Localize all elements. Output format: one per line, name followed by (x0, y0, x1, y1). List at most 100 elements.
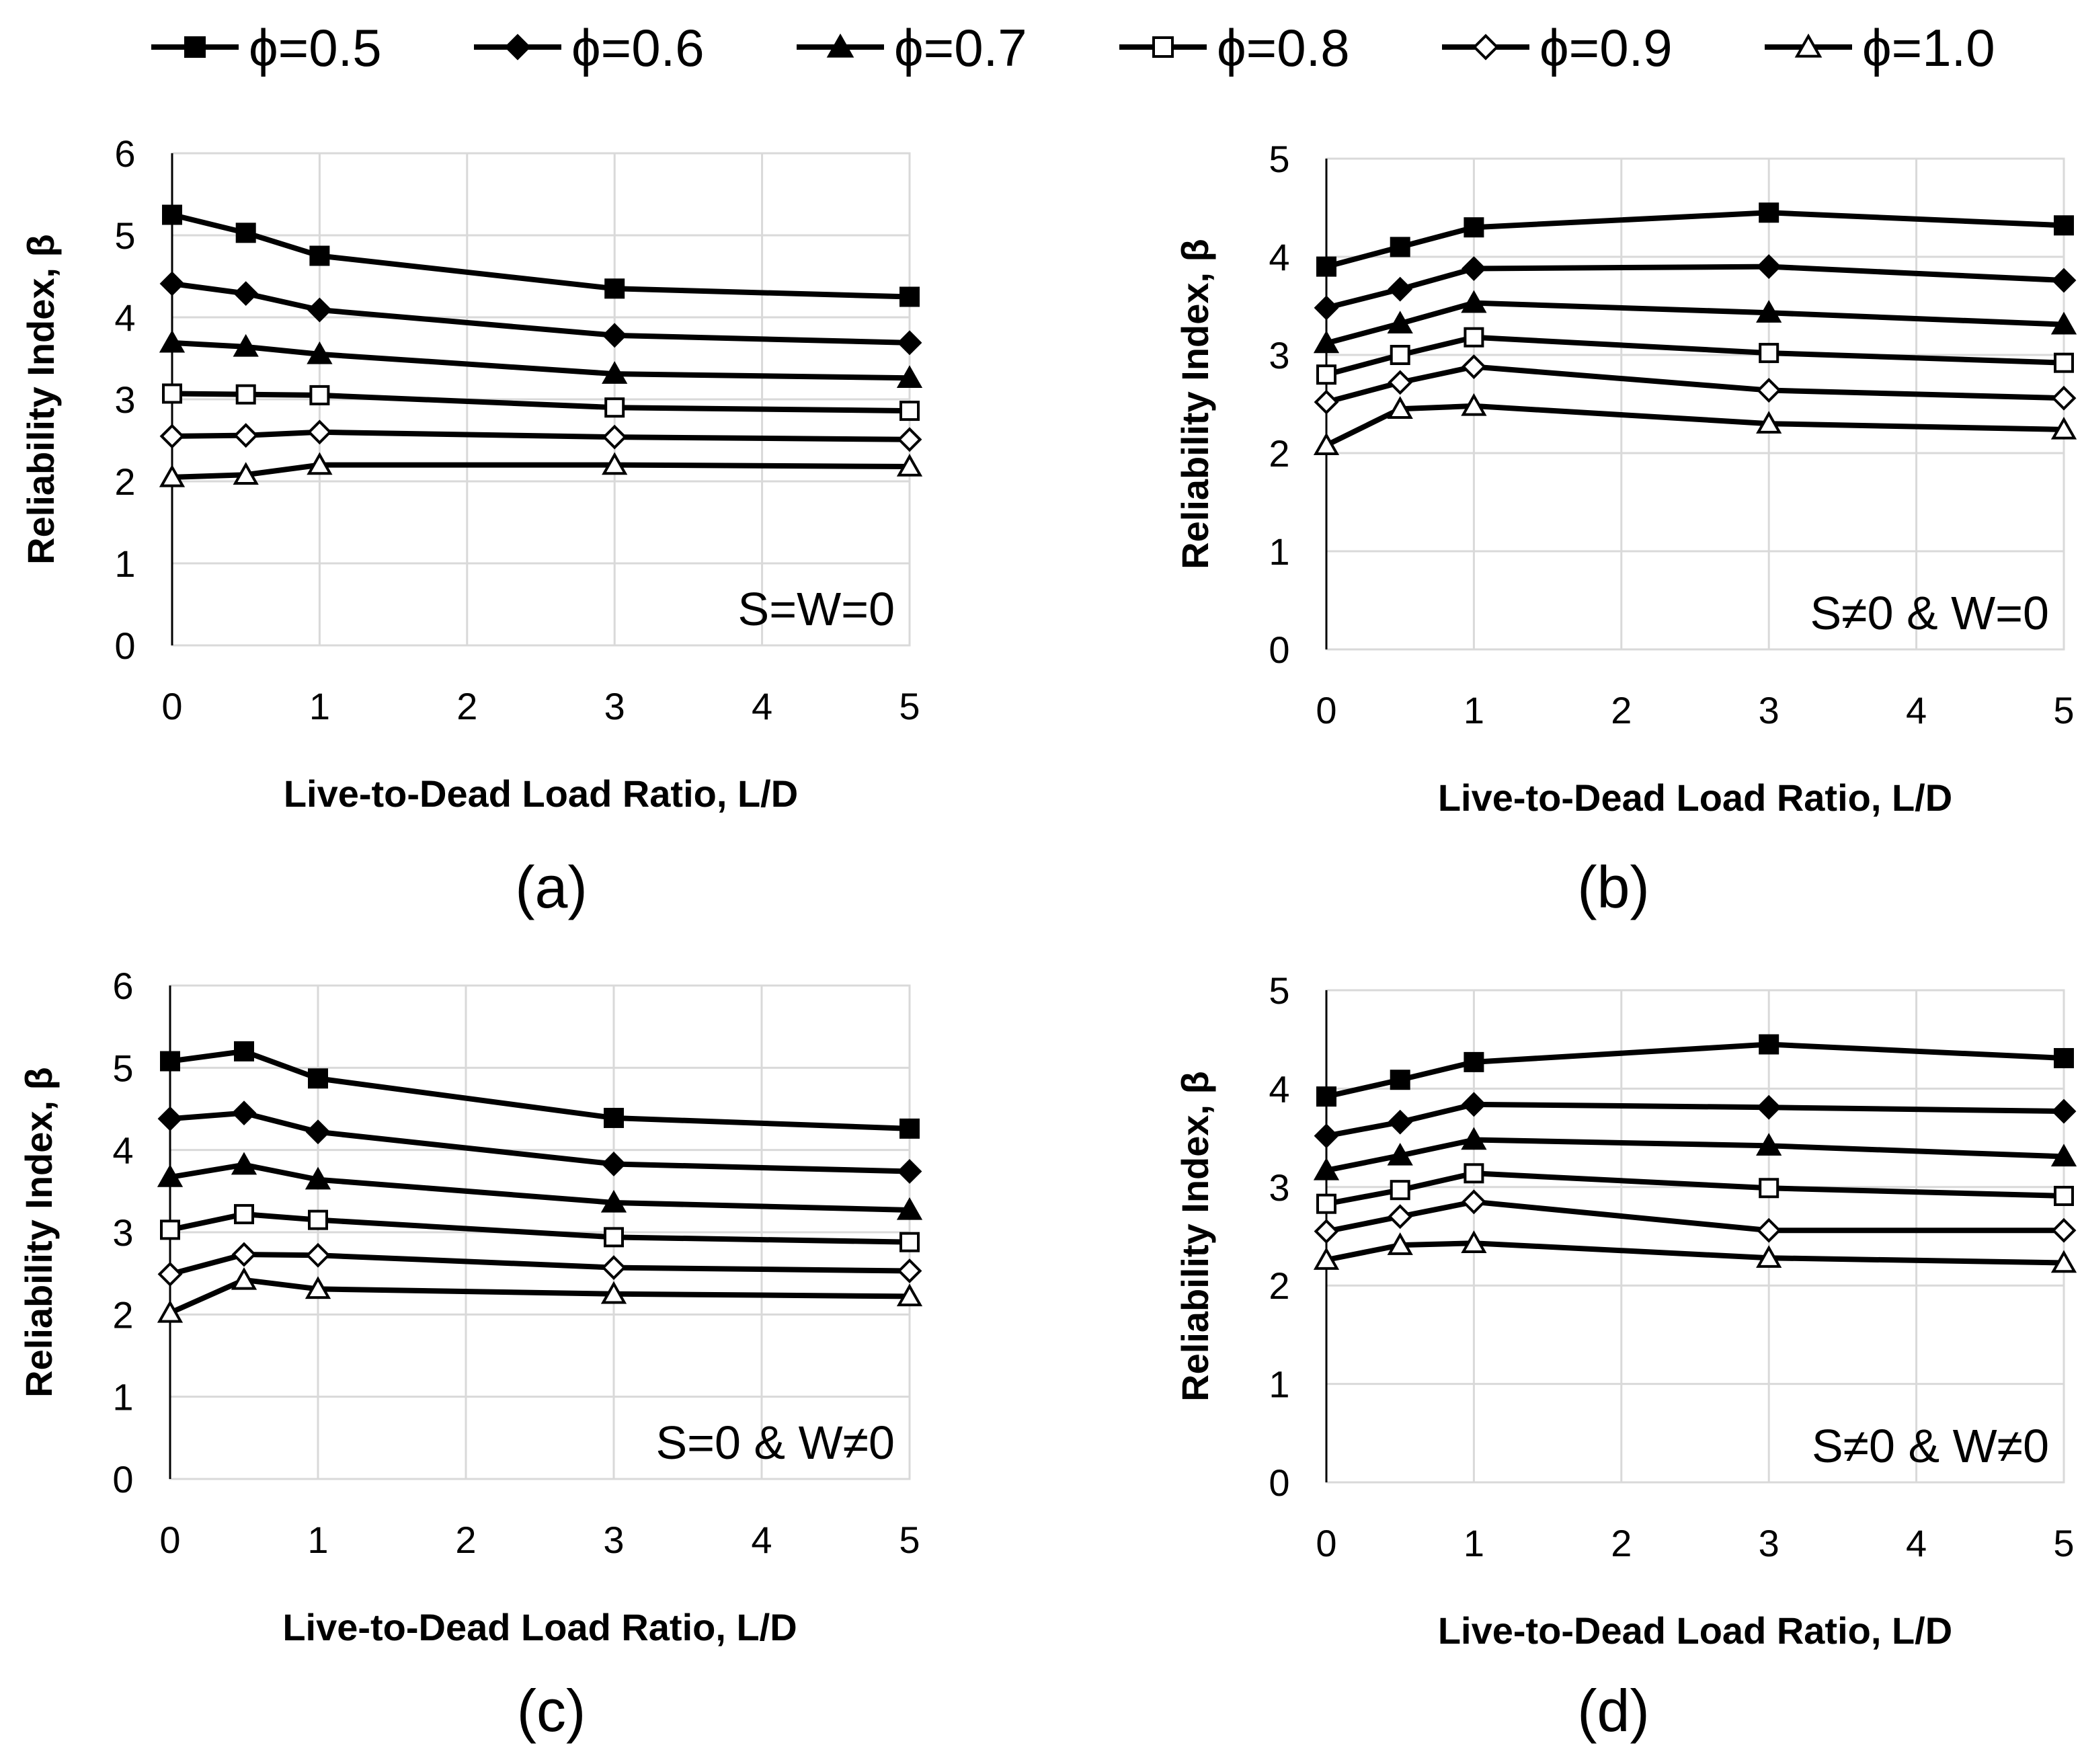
data-point (896, 1197, 923, 1220)
data-point (234, 1041, 254, 1061)
series-line-3 (1326, 1137, 2065, 1173)
data-point (1461, 256, 1486, 281)
plot-frame (1325, 157, 2065, 651)
data-point (600, 1281, 627, 1304)
data-point (1313, 330, 1340, 354)
series-line-3 (1325, 300, 2065, 346)
x-axis-label: Live-to-Dead Load Ratio, L/D (1438, 1609, 1952, 1652)
data-point (602, 452, 628, 475)
x-tick-label: 5 (2053, 689, 2074, 731)
data-point (1388, 1204, 1413, 1230)
data-point (896, 454, 923, 477)
y-tick-label: 1 (1269, 1363, 1289, 1406)
series-line-1 (169, 1048, 910, 1131)
data-point (1314, 1219, 1339, 1244)
data-point (233, 281, 259, 307)
panels: 0 1 2 3 4 5 6 0 1 2 3 4 5 Live-to-Dead Load Ratio, L/… (17, 132, 2077, 1744)
y-tick-label: 0 (112, 1458, 133, 1500)
data-point (157, 1164, 184, 1187)
data-point (604, 1227, 624, 1248)
y-tick-label: 6 (112, 965, 133, 1007)
condition-annotation: S≠0 & W=0 (1810, 587, 2049, 639)
x-tick-label: 3 (1759, 1522, 1779, 1564)
data-point (1390, 1180, 1410, 1201)
x-axis-label: Live-to-Dead Load Ratio, L/D (284, 772, 798, 815)
x-tick-label: 0 (1316, 689, 1336, 731)
y-tick-label: 5 (112, 1047, 133, 1089)
data-point (1388, 370, 1413, 395)
data-point (160, 1051, 180, 1072)
data-point (162, 204, 182, 225)
data-point (897, 427, 922, 452)
y-tick-label: 5 (114, 214, 135, 257)
data-point (1461, 1092, 1486, 1117)
x-tick-label: 3 (603, 1519, 624, 1561)
data-point (896, 365, 923, 388)
data-point (2054, 215, 2074, 236)
series-line-6 (1326, 1240, 2065, 1266)
data-point (159, 424, 185, 449)
data-point (1388, 276, 1413, 302)
condition-annotation: S=W=0 (738, 583, 895, 635)
chart-panel-a: 0 1 2 3 4 5 6 0 1 2 3 4 5 Live-to-Dead Load Ratio, L/… (19, 132, 923, 920)
data-point (1316, 364, 1336, 385)
data-point (2051, 1098, 2077, 1124)
y-tick-label: 3 (1269, 1166, 1289, 1209)
y-tick-label: 2 (114, 460, 135, 503)
data-point (1390, 345, 1410, 365)
legend-label: ϕ=1.0 (1862, 18, 1995, 77)
data-point (307, 341, 333, 364)
data-point (600, 1189, 627, 1213)
data-point (1756, 254, 1781, 280)
series-line-4 (1326, 1170, 2065, 1207)
data-point (1461, 1127, 1487, 1150)
data-point (1759, 343, 1779, 364)
data-point (604, 397, 625, 418)
data-point (1759, 202, 1779, 223)
x-tick-label: 3 (1759, 689, 1779, 731)
data-point (1464, 327, 1484, 348)
condition-annotation: S=0 & W≠0 (655, 1416, 895, 1469)
legend-item-1: ϕ=0.5 (151, 18, 382, 77)
data-point (602, 361, 628, 384)
data-point (1756, 1133, 1782, 1156)
data-point (1313, 1157, 1340, 1180)
data-point (1759, 1178, 1779, 1199)
chart-panel-c: 0 1 2 3 4 5 6 0 1 2 3 4 5 Live-to-Dead Load Ratio, L/… (17, 965, 923, 1744)
data-point (899, 1118, 920, 1139)
data-point (157, 1261, 183, 1287)
data-point (233, 462, 259, 485)
data-point (305, 1119, 331, 1145)
data-point (2054, 1185, 2074, 1206)
x-tick-label: 2 (1611, 1522, 1632, 1564)
series-line-4 (171, 391, 910, 414)
data-point (307, 452, 333, 475)
series-line-5 (1326, 1199, 2064, 1234)
legend-label: ϕ=0.9 (1539, 18, 1673, 77)
y-tick-label: 3 (1269, 334, 1289, 376)
y-axis-label: Reliability Index, β (1174, 1071, 1216, 1402)
data-point (604, 1107, 624, 1128)
series-line-2 (1326, 1101, 2065, 1139)
y-tick-label: 1 (114, 543, 135, 585)
legend-marker-diamond-filled (504, 34, 531, 61)
data-point (1461, 393, 1487, 416)
x-axis-label: Live-to-Dead Load Ratio, L/D (1438, 776, 1952, 819)
data-point (1316, 1086, 1336, 1107)
data-point (1390, 1070, 1410, 1090)
data-point (159, 464, 186, 487)
data-point (235, 223, 256, 243)
series-line-6 (171, 462, 910, 480)
data-point (899, 401, 920, 422)
data-point (602, 323, 627, 348)
legend-marker-square-filled (184, 36, 206, 58)
data-point (1390, 237, 1410, 257)
legend-label: ϕ=0.6 (571, 18, 705, 77)
data-point (1756, 1094, 1781, 1120)
series-line-1 (171, 212, 910, 300)
data-point (157, 1299, 184, 1323)
series-line-6 (169, 1277, 910, 1316)
data-point (160, 1219, 180, 1240)
data-point (899, 286, 920, 307)
data-point (305, 1242, 331, 1268)
